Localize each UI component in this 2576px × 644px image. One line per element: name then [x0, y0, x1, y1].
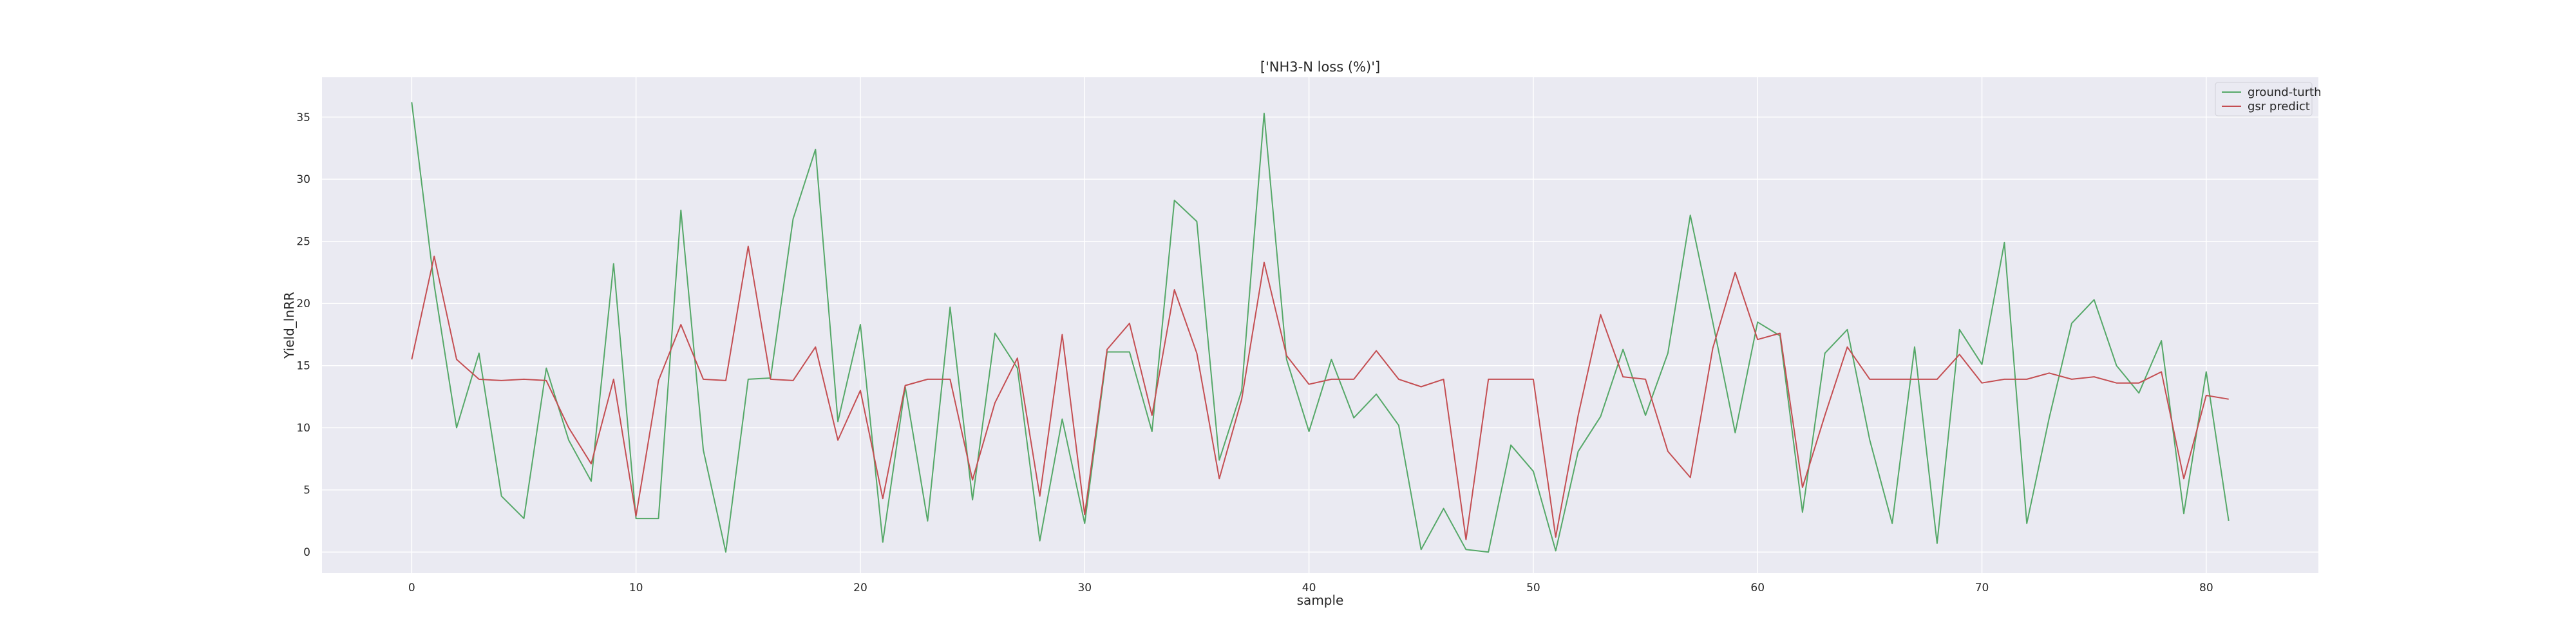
series-lines [411, 102, 2230, 553]
y-tick-label: 35 [296, 111, 310, 124]
series-line-ground-turth [411, 102, 2230, 553]
x-tick-label: 10 [629, 582, 643, 594]
x-tick-label: 30 [1077, 582, 1092, 594]
x-axis-label: sample [1297, 592, 1344, 608]
tick-labels: 0 10 20 30 40 50 60 70 80 0 5 10 15 20 25 30 35 [296, 111, 2213, 594]
gridlines [322, 77, 2318, 573]
legend-box [2215, 82, 2313, 117]
legend-label: ground-turth [2248, 86, 2322, 99]
y-tick-label: 30 [296, 173, 310, 186]
y-tick-label: 5 [303, 484, 310, 497]
y-tick-label: 15 [296, 360, 310, 373]
plot-area [322, 77, 2318, 573]
legend-label: gsr predict [2248, 100, 2310, 113]
x-tick-label: 40 [1302, 582, 1316, 594]
chart-title: ['NH3-N loss (%)'] [1260, 59, 1380, 75]
x-tick-label: 0 [408, 582, 415, 594]
x-tick-label: 50 [1526, 582, 1540, 594]
y-axis-label: Yield_lnRR [281, 292, 297, 359]
x-tick-label: 70 [1975, 582, 1989, 594]
y-tick-label: 0 [303, 546, 310, 559]
x-tick-label: 60 [1750, 582, 1765, 594]
x-tick-label: 80 [2199, 582, 2213, 594]
y-tick-label: 10 [296, 422, 310, 435]
x-tick-label: 20 [853, 582, 867, 594]
y-tick-label: 25 [296, 236, 310, 249]
series-line-gsr-predict [411, 245, 2229, 540]
y-tick-label: 20 [296, 298, 310, 310]
